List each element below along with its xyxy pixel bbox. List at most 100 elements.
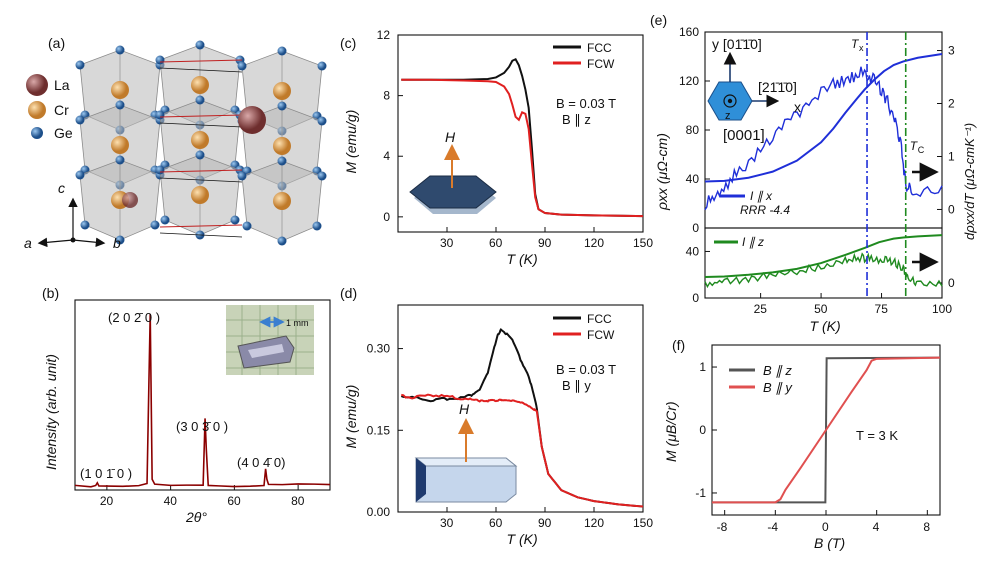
cr-atom: [273, 82, 291, 100]
ge-atom: [277, 236, 287, 246]
ge-atom: [277, 101, 287, 111]
ge-atom: [80, 220, 90, 230]
y-axis-label: M (emu/g): [343, 110, 359, 174]
x-tick-label: 60: [489, 236, 503, 250]
drho-xz-dt-curve: [704, 252, 943, 289]
legend-label: FCC: [587, 312, 612, 326]
scale-label: 1 mm: [286, 318, 309, 328]
ge-atom: [75, 170, 85, 180]
la-atom-icon: [26, 74, 48, 96]
y-right-axis-label: dρxx/dT (μΩ-cmK⁻¹): [962, 123, 977, 240]
dir-x-axis: x: [794, 99, 801, 115]
tx-label: T: [851, 37, 860, 51]
axis-b-label: b: [113, 235, 121, 251]
hysteresis-chart: -8 -4 0 4 8 -1 0 1 B ∥ z B ∥ y B (T) M (μB/Cr): [663, 344, 941, 551]
legend-ix: I ∥ x: [750, 189, 773, 203]
dir-y-label: y [01̄1̄0]: [712, 36, 762, 52]
panel-a-label: (a): [48, 35, 65, 51]
ge-atom: [75, 60, 85, 70]
x-axis-label: T (K): [507, 251, 538, 267]
cr-atom: [191, 131, 209, 149]
lattice-axes: c a b: [24, 180, 121, 251]
x-tick-label: 4: [873, 520, 880, 534]
y-right-tick-label: 3: [948, 44, 955, 58]
ge-atom-icon: [31, 127, 43, 139]
magnetization-z-chart: 30 60 90 120 150 0 4 8 12 FCC FCW B = 0.03 TB ∥ z T …: [343, 28, 653, 267]
x-tick-label: 20: [100, 494, 114, 508]
y-right-tick-label: 2: [948, 97, 955, 111]
drho-xx-dt-curve: [704, 66, 943, 211]
ge-atom: [277, 156, 287, 166]
y-axis-label: ρxx (μΩ-cm): [654, 133, 670, 211]
legend-cr: Cr: [54, 102, 69, 118]
field-note: B = 0.03 T: [556, 96, 616, 111]
tx-subscript: x: [859, 43, 864, 53]
panel-f-label: (f): [672, 337, 685, 353]
y-tick-label: 40: [686, 172, 700, 186]
field-direction-note: B ∥ y: [562, 378, 591, 393]
x-tick-label: 40: [164, 494, 178, 508]
y-tick-label: 8: [383, 89, 390, 103]
ge-atom: [115, 45, 125, 55]
prism-sample-inset: H: [414, 401, 518, 503]
plot-frame: [397, 34, 644, 233]
panel-b-label: (b): [42, 285, 59, 301]
panel-e-label: (e): [650, 12, 667, 28]
ge-atom: [115, 235, 125, 245]
ge-atom: [277, 46, 287, 56]
tc-label: T: [910, 139, 919, 153]
peak-label: (3 0 3̄ 0 ): [176, 419, 228, 434]
field-direction-note: B ∥ z: [562, 112, 591, 127]
series-fcw: [401, 393, 644, 508]
y-right-tick-label: 0: [948, 276, 955, 290]
x-tick-label: 80: [291, 494, 305, 508]
x-tick-label: 50: [814, 302, 828, 316]
ge-atom: [195, 40, 205, 50]
cr-atom: [273, 192, 291, 210]
x-tick-label: 100: [932, 302, 952, 316]
dir-0001-label: [0001]: [723, 127, 765, 144]
y-axis-label: M (μB/Cr): [663, 401, 679, 462]
ge-atom: [242, 221, 252, 231]
ge-atom: [75, 115, 85, 125]
ge-atom: [155, 55, 165, 65]
x-tick-label: 30: [440, 516, 454, 530]
y-axis-label: Intensity (arb. unit): [43, 354, 59, 470]
y-tick-label: 0: [383, 210, 390, 224]
ge-atom: [155, 110, 165, 120]
series-b-y: [712, 356, 941, 504]
cr-atom: [111, 136, 129, 154]
y-tick-label: 0: [699, 423, 706, 437]
cr-atom: [191, 186, 209, 204]
y-tick-label: 160: [679, 25, 699, 39]
magnetization-y-chart: 30 60 90 120 150 0.00 0.15 0.30 FCC FCW B = 0.03 T…: [343, 304, 653, 547]
tc-subscript: C: [918, 145, 925, 155]
atom-legend: La Cr Ge: [26, 74, 73, 141]
x-axis-label: B (T): [814, 535, 845, 551]
rrr-note: RRR -4.4: [740, 203, 790, 217]
xrd-pattern: [74, 313, 331, 488]
crystal-photo-inset: 1 mm: [226, 305, 314, 375]
y-right-tick-label: 1: [948, 149, 955, 163]
panel-d: (d) 30 60 90 120 150 0.00 0.15 0.30 FCC FCW B = 0.…: [340, 285, 653, 547]
cr-atom: [273, 137, 291, 155]
x-axis-label: T (K): [507, 531, 538, 547]
legend-label: B ∥ z: [763, 363, 792, 378]
dir-x-label: [21̄1̄0]: [758, 79, 797, 95]
peak-label: (4 0 4̄ 0): [237, 455, 285, 470]
legend-iz: I ∥ z: [742, 235, 764, 249]
panel-d-label: (d): [340, 285, 357, 301]
x-tick-label: 90: [538, 516, 552, 530]
ge-atom: [230, 215, 240, 225]
ge-atom: [195, 95, 205, 105]
x-tick-label: 120: [584, 516, 604, 530]
x-tick-label: 90: [538, 236, 552, 250]
x-tick-label: 25: [754, 302, 768, 316]
rho-xz-curve: [704, 234, 943, 279]
panel-c: (c) 30 60 90 120 150 0 4 8 12 FCC FCW B = 0.03 TB ∥…: [340, 28, 653, 267]
y-tick-label: 80: [686, 123, 700, 137]
legend-label: FCW: [587, 57, 615, 71]
x-tick-label: 75: [875, 302, 889, 316]
x-tick-label: 30: [440, 236, 454, 250]
